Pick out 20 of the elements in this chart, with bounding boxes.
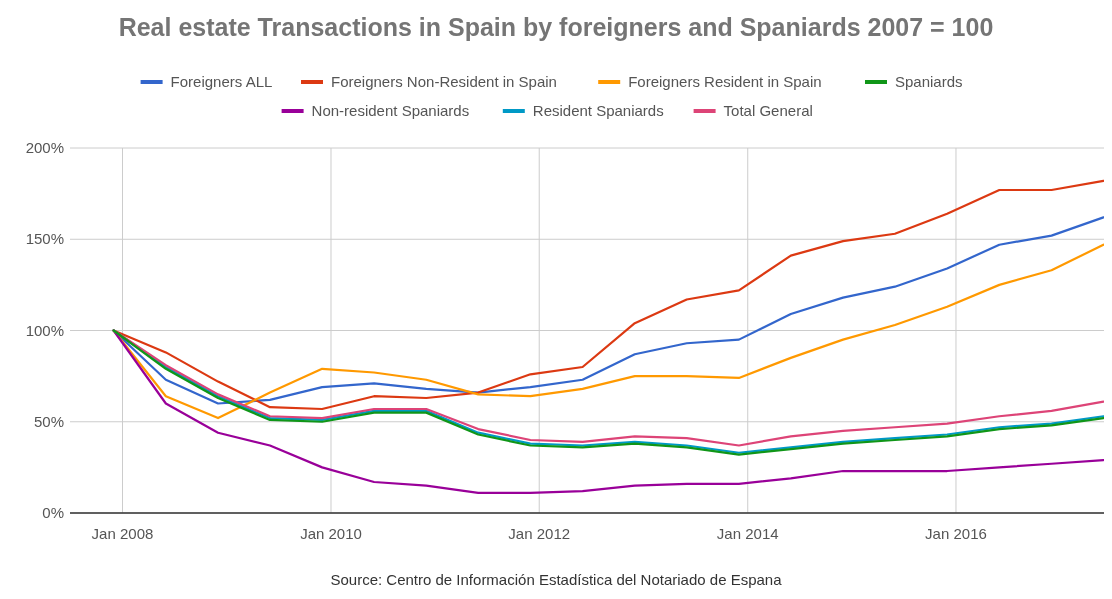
legend-label: Resident Spaniards bbox=[532, 102, 664, 119]
legend-label: Non-resident Spaniards bbox=[311, 102, 470, 119]
x-tick-label: Jan 2010 bbox=[300, 525, 362, 542]
legend-label: Spaniards bbox=[895, 73, 963, 90]
x-tick-label: Jan 2014 bbox=[716, 525, 779, 542]
x-tick-label: Jan 2016 bbox=[925, 525, 987, 542]
y-tick-label: 150% bbox=[25, 230, 64, 248]
x-tick-label: Jan 2012 bbox=[508, 525, 571, 542]
chart-title: Real estate Transactions in Spain by foreigners and Spaniards 2007 = 100 bbox=[118, 13, 994, 41]
legend-label: Foreigners Resident in Spain bbox=[628, 73, 822, 90]
y-tick-label: 100% bbox=[25, 321, 64, 339]
x-tick-label: Jan 2008 bbox=[91, 525, 154, 542]
legend-label: Total General bbox=[723, 102, 813, 119]
y-tick-label: 0% bbox=[42, 504, 64, 521]
y-tick-label: 200% bbox=[25, 139, 64, 156]
legend-label: Foreigners Non-Resident in Spain bbox=[331, 73, 557, 90]
source-note: Source: Centro de Información Estadística del Notariado de Espana bbox=[330, 571, 783, 588]
legend-label: Foreigners ALL bbox=[170, 73, 273, 90]
line-series bbox=[112, 329, 1104, 495]
y-tick-label: 50% bbox=[33, 412, 64, 430]
